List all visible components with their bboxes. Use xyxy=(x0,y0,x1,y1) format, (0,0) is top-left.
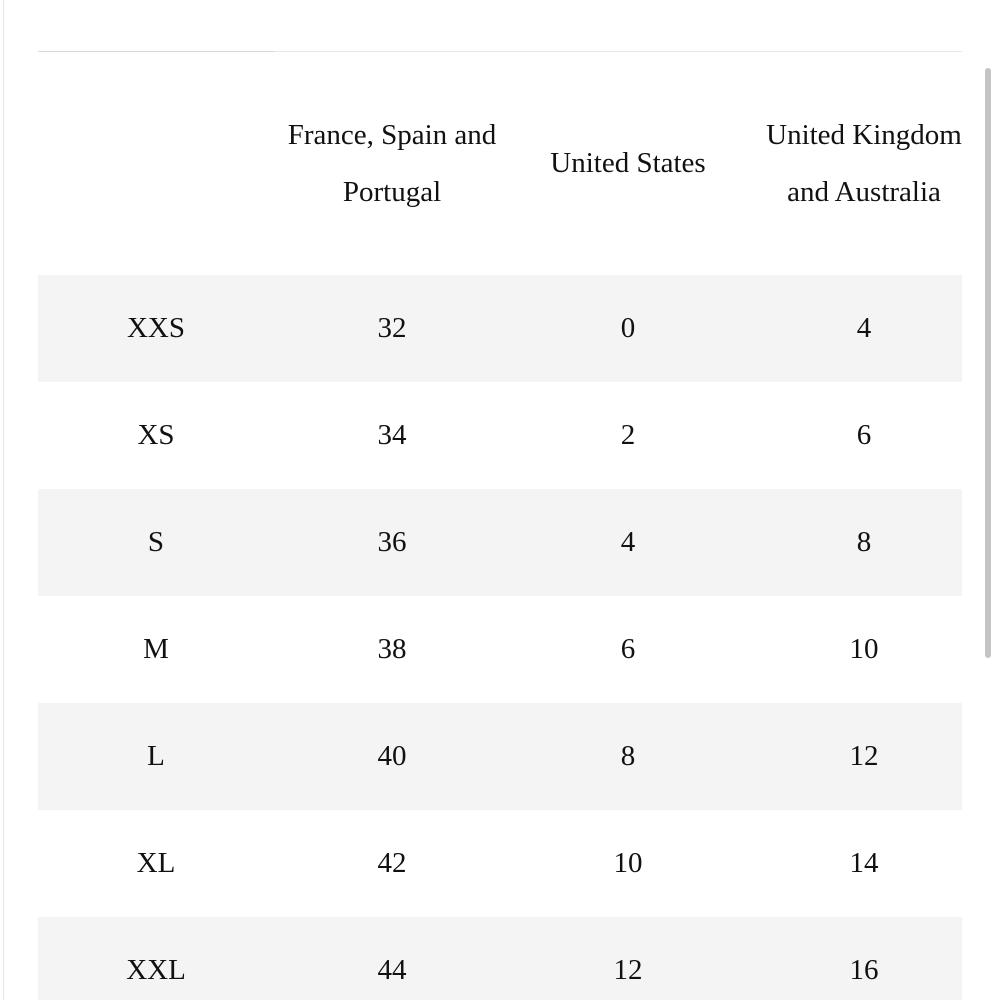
size-value: 4 xyxy=(856,312,872,344)
size-label: M xyxy=(143,633,169,665)
column-header: United States xyxy=(550,147,706,179)
size-value: 12 xyxy=(849,740,879,772)
size-value: 12 xyxy=(613,954,643,986)
size-value: 4 xyxy=(620,526,636,558)
table-row: S 36 4 8 xyxy=(38,489,962,596)
table-row: L 40 8 12 xyxy=(38,703,962,810)
size-value: 44 xyxy=(377,954,407,986)
size-value: 32 xyxy=(377,312,407,344)
size-table: France, Spain and Portugal United States U… xyxy=(38,52,962,1000)
size-value: 34 xyxy=(377,419,407,451)
size-value: 14 xyxy=(849,847,879,879)
size-value: 8 xyxy=(856,526,872,558)
size-value: 10 xyxy=(613,847,643,879)
size-value: 0 xyxy=(620,312,636,344)
column-header: France, Spain and Portugal xyxy=(287,118,497,208)
scrollbar[interactable] xyxy=(985,68,991,658)
size-value: 6 xyxy=(620,633,636,665)
column-header: United Kingdom and Australia xyxy=(766,118,962,208)
size-label: L xyxy=(147,740,165,772)
table-row: XL 42 10 14 xyxy=(38,810,962,917)
table-row: XXL 44 12 16 xyxy=(38,917,962,1000)
size-value: 40 xyxy=(377,740,407,772)
table-row: XS 34 2 6 xyxy=(38,382,962,489)
size-value: 38 xyxy=(377,633,407,665)
size-value: 8 xyxy=(620,740,636,772)
size-label: XS xyxy=(137,419,175,451)
size-value: 10 xyxy=(849,633,879,665)
size-value: 2 xyxy=(620,419,636,451)
size-label: XXL xyxy=(126,954,186,986)
size-value: 6 xyxy=(856,419,872,451)
size-label: XXS xyxy=(126,312,185,344)
size-value: 16 xyxy=(849,954,879,986)
left-border xyxy=(3,0,4,1000)
size-label: S xyxy=(147,526,165,558)
size-label: XL xyxy=(136,847,176,879)
size-value: 36 xyxy=(377,526,407,558)
table-row: XXS 32 0 4 xyxy=(38,275,962,382)
table-row: M 38 6 10 xyxy=(38,596,962,703)
top-rule-accent xyxy=(38,51,275,52)
top-rule xyxy=(38,51,962,52)
size-value: 42 xyxy=(377,847,407,879)
